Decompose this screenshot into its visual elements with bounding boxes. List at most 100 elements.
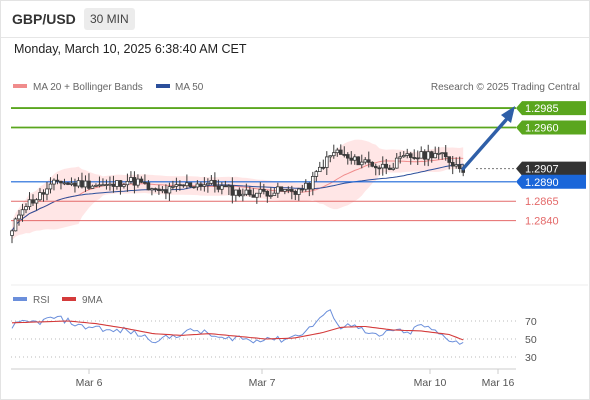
candle-body — [69, 182, 74, 185]
candle-body — [160, 189, 165, 192]
candle-body — [45, 188, 49, 195]
candle-body — [304, 182, 308, 190]
ma20-legend-label: MA 20 + Bollinger Bands — [33, 82, 143, 93]
candle-body — [405, 153, 410, 156]
candle-body — [188, 182, 193, 188]
candle-body — [129, 177, 133, 182]
candle-body — [373, 165, 378, 169]
candle-body — [352, 156, 357, 161]
candle-body — [436, 152, 441, 155]
candle-body — [356, 156, 361, 166]
candles — [10, 144, 465, 244]
candle-body — [153, 188, 158, 191]
candle-body — [132, 177, 137, 186]
candle-body — [20, 209, 25, 216]
candle-body — [338, 149, 343, 155]
candle-body — [335, 149, 340, 154]
candle-body — [300, 188, 305, 191]
candle-body — [108, 183, 112, 186]
candle-body — [115, 180, 119, 187]
candle-body — [429, 151, 434, 159]
candle-body — [31, 199, 35, 204]
candle-body — [136, 178, 140, 186]
candle-body — [206, 182, 210, 186]
candle-body — [146, 182, 151, 191]
rsi-legend-swatch — [13, 297, 27, 301]
candle-body — [349, 157, 354, 161]
candle-body — [265, 190, 270, 197]
candle-body — [276, 186, 280, 194]
candle-body — [97, 184, 102, 187]
candle-body — [443, 152, 448, 158]
candle-body — [220, 185, 224, 190]
candle-body — [272, 192, 277, 196]
candle-body — [73, 182, 77, 187]
level-label-1.2907: 1.2907 — [525, 164, 559, 176]
rsi-tick-70: 70 — [525, 316, 537, 328]
candle-body — [195, 183, 200, 188]
candle-body — [366, 159, 371, 163]
candle-body — [122, 184, 126, 187]
candle-body — [328, 155, 333, 158]
level-tag-1.2985 — [516, 101, 586, 116]
level-lines — [11, 107, 516, 222]
rsi-legend-label: RSI — [33, 295, 50, 306]
candle-body — [52, 179, 56, 185]
candle-body — [101, 184, 105, 187]
timeframe-badge[interactable]: 30 MIN — [84, 8, 135, 30]
level-label-1.2985: 1.2985 — [525, 103, 559, 115]
candle-body — [317, 166, 322, 173]
forecast-arrow-head — [501, 105, 515, 123]
candle-body — [48, 183, 53, 190]
candle-body — [59, 180, 63, 184]
candle-body — [345, 154, 350, 159]
level-tag-1.2960 — [516, 120, 586, 135]
candle-body — [293, 190, 298, 195]
candle-body — [199, 183, 203, 187]
candle-body — [90, 185, 95, 189]
currency-pair: GBP/USD — [12, 11, 76, 27]
x-tick-mar-6: Mar 6 — [76, 377, 103, 389]
candle-body — [241, 193, 245, 197]
candle-body — [394, 157, 399, 169]
candle-body — [384, 163, 389, 169]
candle-body — [139, 178, 144, 183]
forecast-arrow-shaft — [461, 118, 508, 171]
candle-body — [307, 182, 312, 190]
candle-body — [370, 161, 375, 167]
candle-body — [422, 151, 427, 160]
chart-header: GBP/USD 30 MIN — [1, 1, 589, 38]
x-tick-mar-16: Mar 16 — [482, 377, 515, 389]
candle-body — [237, 189, 242, 197]
candle-body — [415, 157, 420, 160]
level-label-1.2890: 1.2890 — [525, 177, 559, 189]
candle-body — [398, 156, 403, 159]
candle-body — [262, 188, 266, 192]
candle-body — [118, 180, 123, 187]
candle-body — [34, 199, 39, 204]
forecast-arrow — [461, 105, 515, 171]
candle-body — [167, 186, 172, 194]
candle-body — [178, 184, 182, 186]
ma50-line — [11, 163, 464, 232]
level-tag-1.2907 — [516, 161, 586, 176]
candle-body — [234, 189, 238, 196]
candle-body — [244, 189, 249, 195]
candle-body — [209, 180, 214, 184]
candle-body — [227, 185, 231, 188]
candle-body — [310, 176, 315, 190]
candle-body — [143, 181, 147, 184]
level-tag-1.2890 — [516, 174, 586, 189]
candle-body — [38, 192, 42, 201]
moving-averages — [11, 157, 464, 232]
candle-body — [181, 184, 186, 187]
candle-body — [248, 189, 252, 196]
candle-body — [324, 156, 329, 168]
candle-body — [391, 167, 396, 170]
candle-body — [216, 185, 221, 190]
candle-body — [279, 186, 284, 192]
candle-body — [62, 182, 67, 185]
candle-body — [321, 166, 326, 169]
